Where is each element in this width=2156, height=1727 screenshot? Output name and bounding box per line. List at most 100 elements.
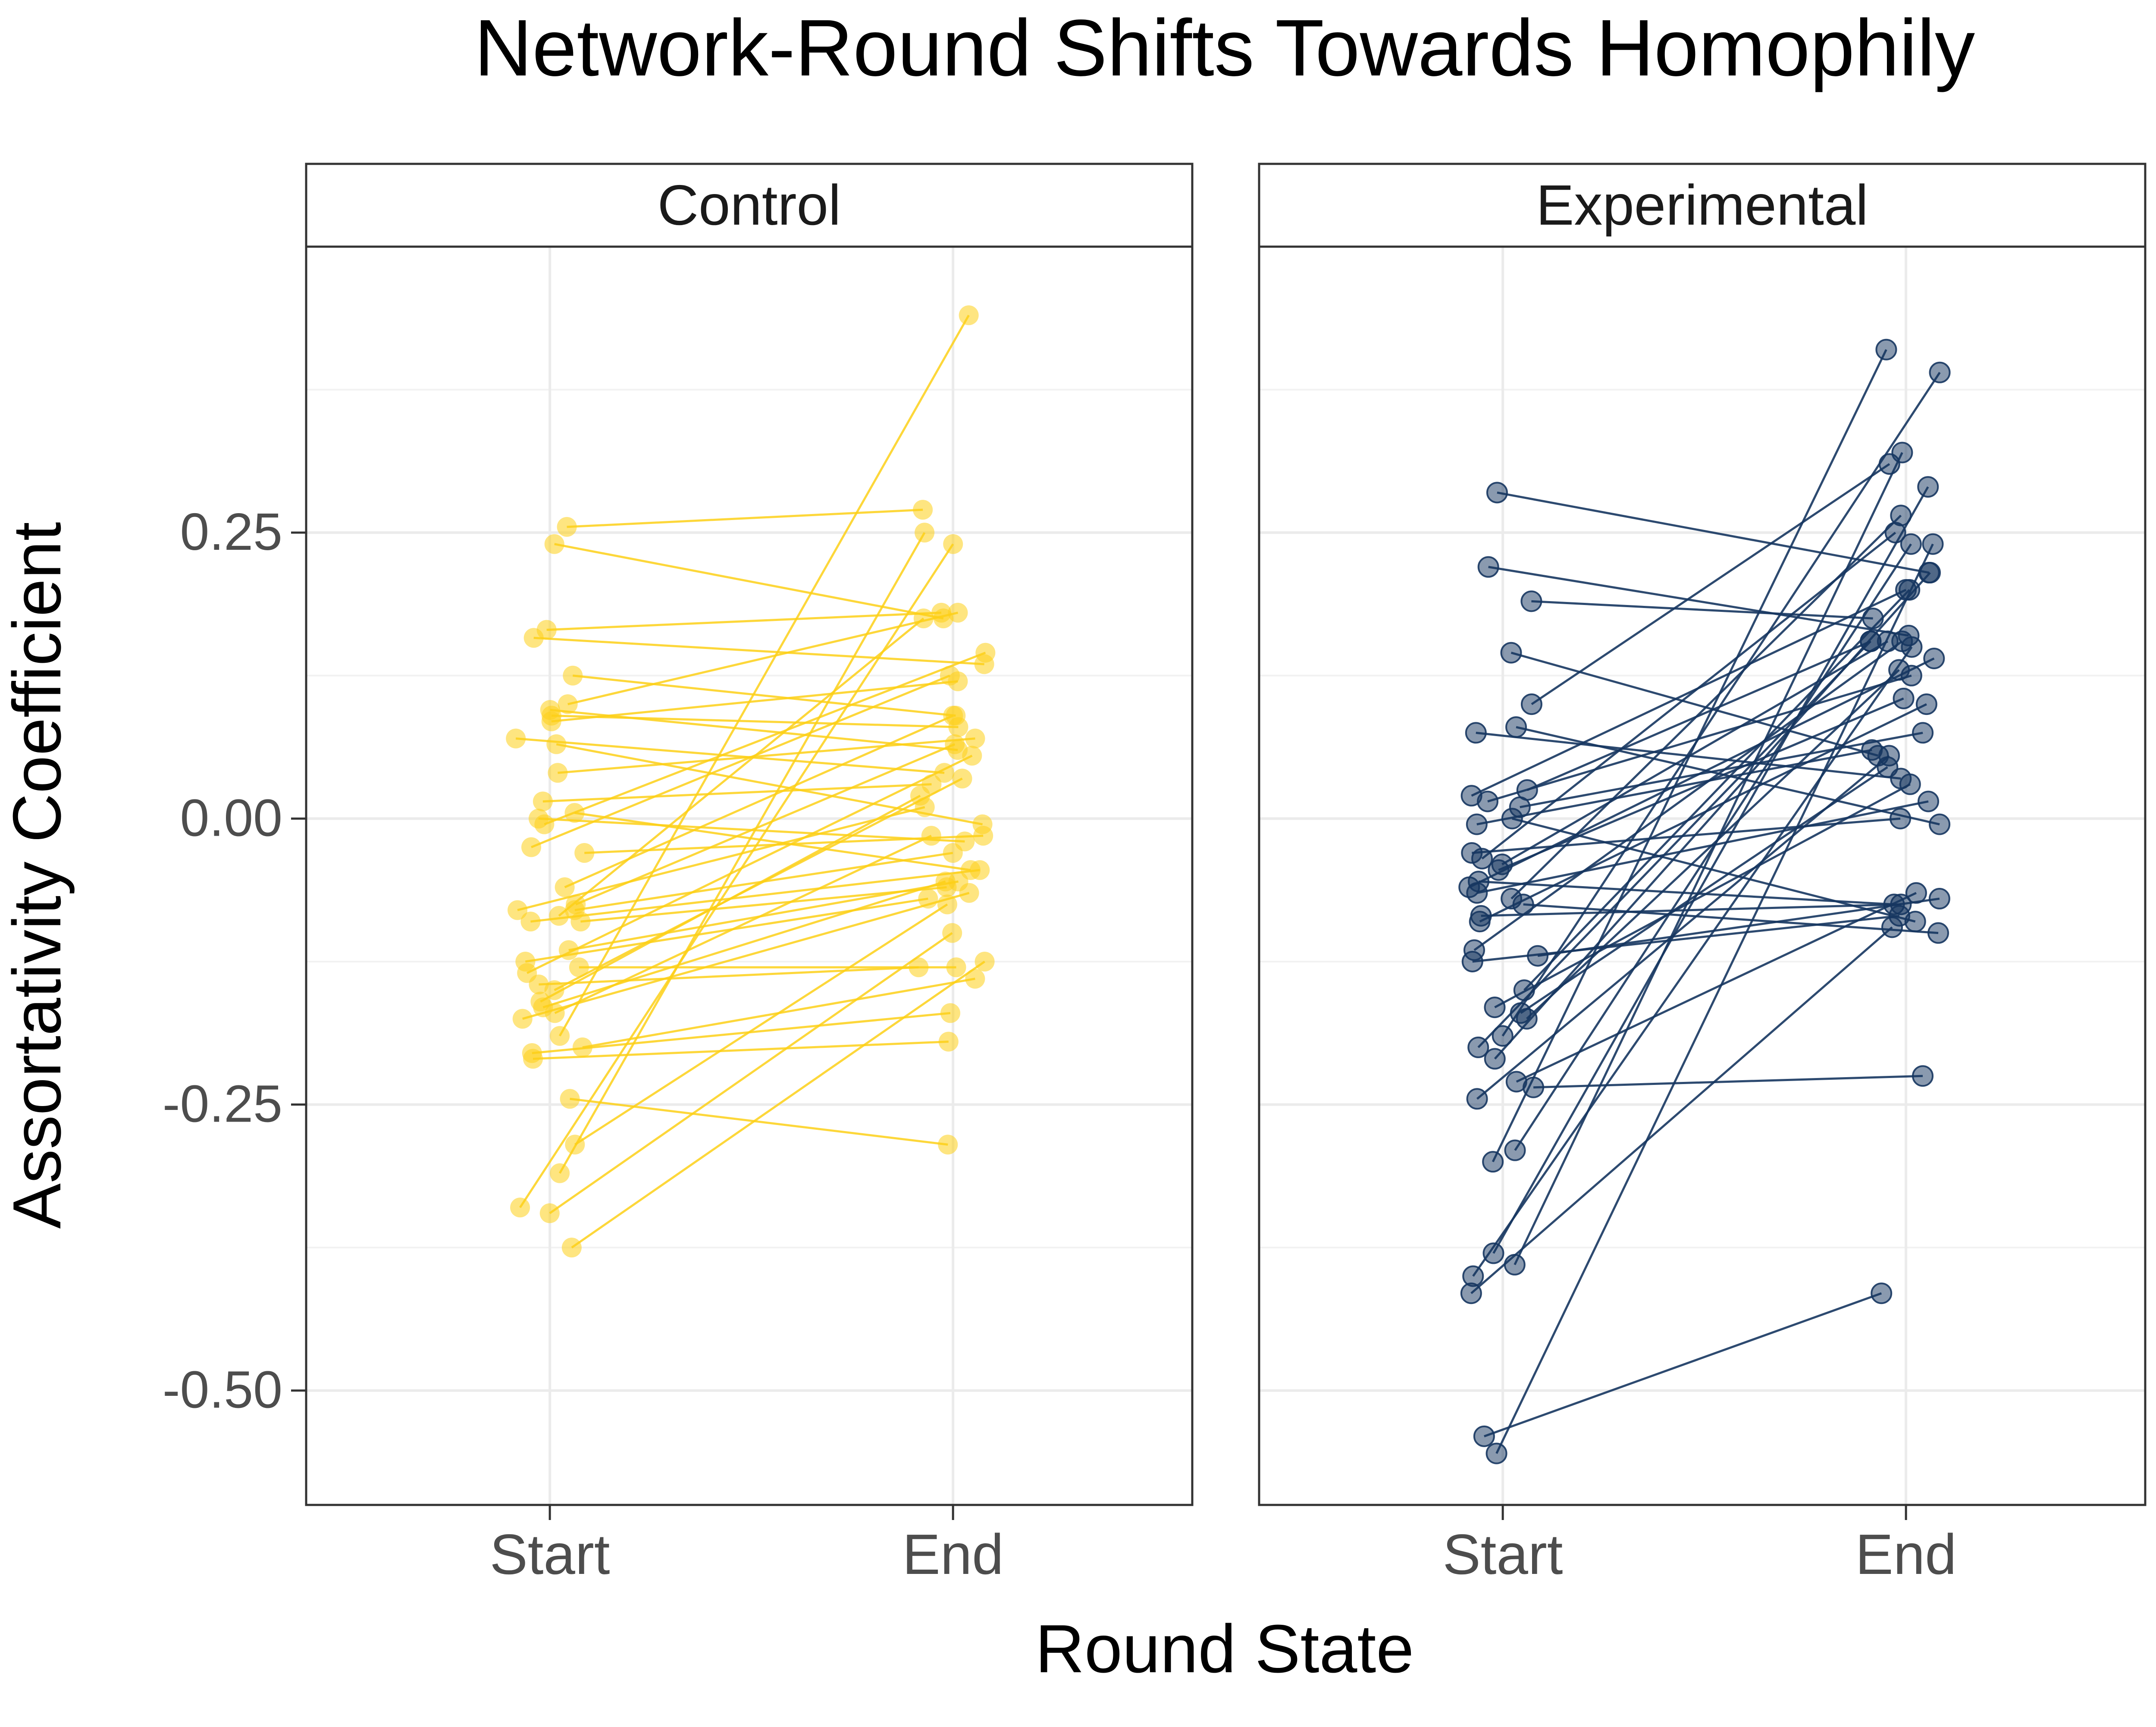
data-point-start [1505, 716, 1527, 738]
data-point-start [1477, 556, 1499, 578]
data-point-start [563, 665, 583, 686]
data-point-start [1476, 790, 1498, 812]
data-point-end [940, 1003, 960, 1023]
data-point-end [935, 871, 956, 892]
data-point-start [1469, 911, 1491, 933]
connecting-line [515, 737, 945, 774]
data-point-start [520, 912, 541, 932]
connecting-line [1488, 566, 1909, 637]
data-point-end [937, 894, 957, 915]
data-point-end [1912, 722, 1934, 744]
data-point-end [975, 951, 995, 972]
connecting-line [1476, 800, 1929, 894]
data-point-start [558, 694, 578, 715]
connecting-line [1479, 703, 1927, 923]
connecting-line [1494, 572, 1931, 1060]
data-point-start [508, 900, 528, 920]
connecting-line [573, 674, 956, 717]
chart-title: Network-Round Shifts Towards Homophily [474, 3, 1975, 93]
connecting-line [522, 892, 970, 1020]
data-point-end [943, 705, 963, 726]
connecting-line [1471, 589, 1907, 797]
connecting-line [1472, 817, 1901, 854]
data-point-start [565, 1135, 585, 1155]
connecting-line [1492, 486, 1929, 1254]
data-point-end [1905, 882, 1927, 904]
data-point-end [973, 826, 993, 846]
connecting-line [551, 715, 959, 728]
connecting-line [1523, 903, 1939, 934]
series-experimental [1458, 339, 1951, 1464]
series-control [506, 305, 996, 1258]
data-point-end [1859, 630, 1881, 652]
connecting-line [1470, 926, 1893, 1294]
connecting-line [1533, 1075, 1923, 1089]
data-point-start [1466, 813, 1488, 835]
data-point-end [965, 968, 985, 989]
connecting-line [533, 636, 984, 665]
data-point-end [1888, 659, 1910, 681]
data-point-start [1460, 1282, 1482, 1304]
data-point-start [1501, 808, 1523, 830]
y-axis-label: Assortativity Coefficient [0, 522, 75, 1229]
plot-background [1259, 247, 2145, 1505]
data-point-start [506, 728, 526, 749]
connecting-line [546, 611, 942, 631]
connecting-line [567, 508, 923, 528]
data-point-end [945, 734, 965, 754]
connecting-line [1477, 640, 1871, 1048]
data-point-start [1512, 893, 1534, 915]
connecting-line [1516, 892, 1917, 1083]
data-point-start [523, 1049, 543, 1069]
data-point-start [510, 1197, 530, 1218]
data-point-start [558, 940, 579, 960]
data-point-start [512, 1009, 533, 1029]
connecting-line [1481, 532, 1896, 860]
data-point-start [1466, 882, 1488, 904]
connecting-line [1472, 646, 1913, 1277]
data-point-end [943, 843, 963, 863]
y-tick-label: -0.50 [163, 1360, 282, 1419]
data-point-end [913, 500, 933, 520]
strip-box [1258, 163, 2147, 248]
data-point-end [1929, 361, 1951, 383]
data-point-start [539, 1203, 560, 1223]
data-point-start [1465, 722, 1487, 744]
data-point-start [1523, 1076, 1545, 1098]
data-point-start [545, 1003, 565, 1023]
connecting-line [533, 1041, 949, 1060]
strip-label-control: Control [658, 173, 841, 237]
data-point-start [1527, 945, 1549, 967]
connecting-line [1531, 600, 1873, 620]
data-point-end [1927, 922, 1949, 944]
data-point-end [1929, 813, 1951, 835]
connecting-line [571, 960, 985, 1249]
connecting-line [558, 532, 926, 1174]
connecting-line [558, 737, 975, 774]
connecting-line [544, 652, 986, 825]
connecting-line [1520, 731, 1923, 809]
connecting-line [551, 680, 958, 723]
data-point-end [910, 786, 931, 806]
data-point-end [909, 957, 929, 978]
data-point-end [962, 746, 982, 766]
data-point-start [1471, 848, 1493, 870]
data-point-start [546, 734, 567, 754]
data-point-end [1871, 1282, 1893, 1304]
data-point-start [550, 1026, 570, 1046]
data-point-end [952, 768, 972, 789]
plot-background [306, 247, 1192, 1505]
data-point-start [1461, 950, 1483, 972]
strip-box [305, 163, 1194, 248]
data-point-start [523, 628, 544, 648]
data-point-start [574, 843, 595, 863]
data-point-end [1912, 1065, 1934, 1087]
data-point-end [1878, 745, 1900, 767]
connecting-line [558, 617, 924, 917]
connecting-line [1510, 514, 1902, 900]
data-point-start [521, 837, 542, 857]
y-tick-label: 0.25 [180, 502, 282, 561]
x-tick-label: End [1855, 1523, 1957, 1586]
data-point-end [948, 602, 968, 623]
